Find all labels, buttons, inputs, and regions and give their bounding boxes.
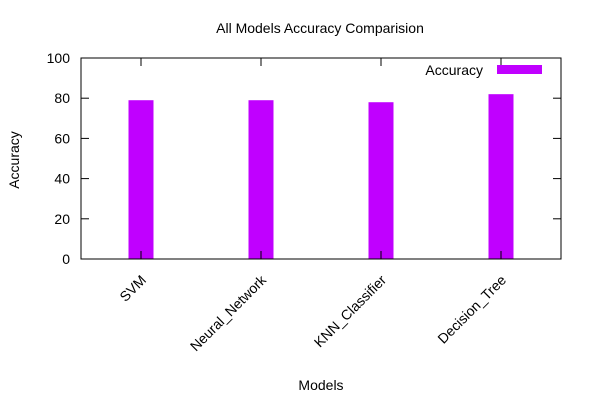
y-tick-label: 40 xyxy=(54,171,70,187)
bar-knn-classifier xyxy=(368,102,394,259)
x-tick-label: Neural_Network xyxy=(187,271,270,354)
x-axis-label: Models xyxy=(298,377,343,393)
bar-svm xyxy=(128,100,154,260)
y-tick-label: 20 xyxy=(54,211,70,227)
x-tick-labels: SVM Neural_Network KNN_Classifier Decision_… xyxy=(116,58,509,354)
bar-decision-tree xyxy=(488,94,514,260)
y-tick-label: 60 xyxy=(54,130,70,146)
plot-frame xyxy=(80,57,562,260)
y-tick-label: 100 xyxy=(47,50,71,66)
x-tick-label: SVM xyxy=(116,272,149,305)
legend-swatch xyxy=(497,65,542,74)
bar-neural-network xyxy=(248,100,274,260)
chart-title: All Models Accuracy Comparision xyxy=(216,20,424,36)
y-tick-label: 0 xyxy=(62,251,70,267)
x-tick-label: KNN_Classifier xyxy=(311,272,390,351)
legend-label: Accuracy xyxy=(425,62,483,78)
legend: Accuracy xyxy=(425,62,542,78)
bars xyxy=(128,94,514,260)
x-tick-label: Decision_Tree xyxy=(434,272,509,347)
y-axis-label: Accuracy xyxy=(6,131,22,189)
y-ticks: 0 20 40 60 80 100 xyxy=(47,50,561,267)
y-tick-label: 80 xyxy=(54,90,70,106)
